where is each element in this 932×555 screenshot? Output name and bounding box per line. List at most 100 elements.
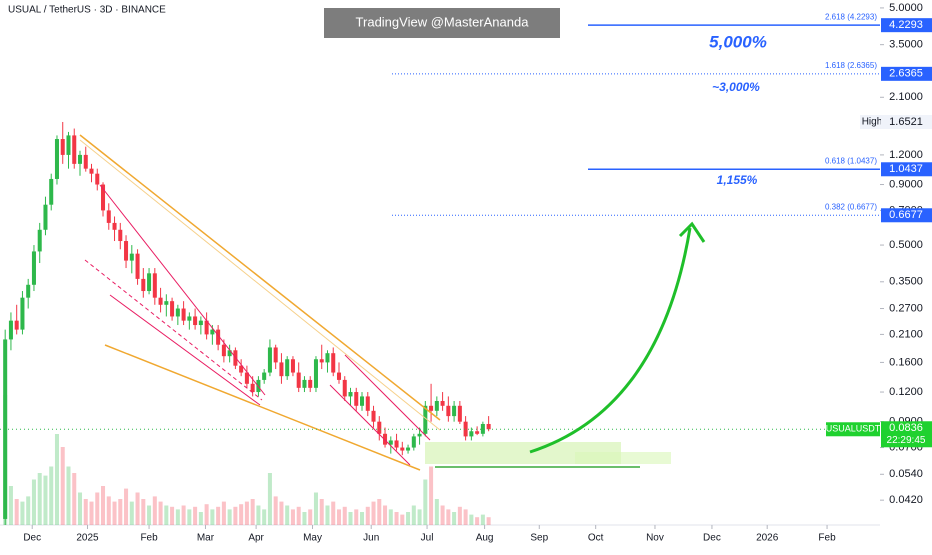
candle-body	[147, 273, 152, 292]
volume-bar	[313, 492, 318, 525]
volume-bar	[181, 505, 186, 525]
y-tick-label: 3.5000	[889, 39, 923, 51]
candle-body	[83, 154, 88, 169]
candle-body	[250, 383, 255, 393]
volume-bar	[325, 505, 330, 525]
volume-bar	[348, 512, 353, 525]
volume-bar	[383, 505, 388, 525]
watermark-box	[324, 8, 560, 38]
candle-body	[383, 433, 388, 445]
volume-bar	[475, 517, 480, 525]
volume-bar	[54, 434, 59, 525]
volume-bar	[129, 501, 134, 525]
candle-body	[319, 359, 324, 363]
candle-body	[37, 229, 42, 252]
volume-bar	[49, 466, 54, 525]
x-tick-label: 2026	[756, 533, 779, 544]
countdown: 22:29:45	[887, 435, 926, 446]
watermark: TradingView @MasterAnanda	[356, 14, 530, 29]
volume-bar	[175, 509, 180, 525]
volume-bar	[227, 509, 232, 525]
candle-body	[3, 339, 8, 519]
volume-bar	[273, 496, 278, 525]
candle-body	[26, 284, 31, 298]
candle-body	[95, 173, 100, 185]
volume-bar	[290, 509, 295, 525]
candle-body	[158, 297, 163, 305]
candle-body	[227, 350, 232, 357]
channel-line	[99, 184, 266, 396]
candle-body	[308, 379, 313, 388]
candle-body	[43, 204, 48, 230]
volume-bar	[239, 504, 244, 525]
candle-body	[331, 353, 336, 373]
volume-bar	[198, 512, 203, 525]
volume-bar	[233, 506, 238, 525]
volume-bar	[187, 509, 192, 525]
volume-bar	[118, 499, 123, 525]
candle-body	[135, 253, 140, 279]
candle-body	[112, 222, 117, 230]
volume-bar	[302, 512, 307, 525]
candle-body	[394, 440, 399, 448]
price-label: 0.6677	[889, 209, 923, 221]
candle-body	[187, 316, 192, 321]
volume-bar	[429, 466, 434, 525]
candle-body	[66, 135, 71, 155]
candle-body	[106, 210, 111, 223]
volume-bar	[423, 479, 428, 525]
candle-body	[118, 229, 123, 242]
candle-body	[273, 347, 278, 363]
volume-bar	[106, 496, 111, 525]
volume-bar	[244, 501, 249, 525]
volume-bar	[147, 505, 152, 525]
volume-bar	[262, 509, 267, 525]
volume-bar	[158, 501, 163, 525]
volume-bar	[124, 488, 129, 525]
fib-label: 1.618 (2.6365)	[825, 61, 877, 70]
last-price: 0.0836	[889, 422, 923, 434]
candle-body	[486, 423, 491, 430]
volume-bar	[469, 514, 474, 525]
high-value-box	[881, 114, 932, 129]
candle-body	[469, 431, 474, 437]
volume-bar	[480, 514, 485, 525]
volume-bar	[72, 473, 77, 525]
volume-bar	[417, 509, 422, 525]
volume-bar	[285, 505, 290, 525]
candle-body	[365, 396, 370, 411]
high-box	[860, 114, 884, 129]
volume-bar	[463, 509, 468, 525]
candle-body	[175, 308, 180, 317]
candle-body	[279, 362, 284, 377]
support-zone	[575, 452, 671, 464]
channel-line	[84, 259, 263, 401]
candle-body	[164, 301, 169, 305]
candle-body	[141, 278, 146, 292]
volume-bar	[486, 517, 491, 525]
candle-body	[434, 401, 439, 411]
volume-bar	[43, 475, 48, 525]
candle-body	[452, 405, 457, 417]
candle-body	[296, 372, 301, 388]
candle-body	[463, 421, 468, 437]
candle-body	[239, 365, 244, 373]
symbol-label: USUALUSDT	[826, 424, 881, 434]
candle-body	[129, 253, 134, 261]
fib-label: 0.618 (1.0437)	[825, 156, 877, 165]
volume-bar	[20, 501, 25, 525]
x-tick-label: Dec	[703, 533, 721, 544]
y-tick-label: 2.1000	[889, 91, 923, 103]
volume-bar	[406, 512, 411, 525]
volume-bar	[170, 506, 175, 525]
candle-body	[336, 372, 342, 380]
candle-body	[354, 392, 359, 406]
volume-bar	[152, 496, 157, 525]
volume-bar	[308, 509, 313, 525]
candle-body	[89, 168, 94, 174]
volume-bar	[101, 486, 106, 525]
candle-body	[14, 320, 19, 330]
x-tick-label: Nov	[646, 533, 664, 544]
volume-bar	[354, 509, 359, 525]
